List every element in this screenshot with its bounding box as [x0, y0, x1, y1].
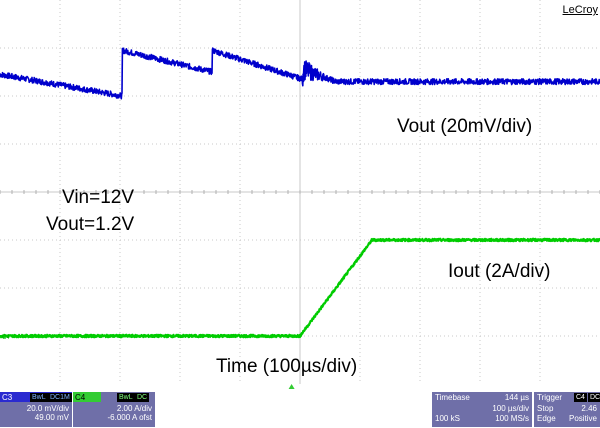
trigger-type: Edge [537, 414, 556, 423]
timebase-panel[interactable]: Timebase 144 µs 100 µs/div 100 kS 100 MS… [432, 392, 532, 427]
status-bar: C3 BwL DC1M 20.0 mV/div 49.00 mV C4 BwL … [0, 391, 600, 428]
series-vout-trace [0, 47, 600, 100]
channel-c3-offset: 49.00 mV [34, 413, 69, 422]
timebase-per-div: 100 µs/div [492, 404, 529, 413]
time-scale-annotation: Time (100µs/div) [216, 356, 358, 377]
channel-c3-id: C3 [2, 393, 13, 402]
series-iout-trace [0, 237, 600, 339]
brand-label: LeCroy [562, 4, 598, 16]
channel-c4-scale: 2.00 A/div [116, 404, 152, 413]
trigger-position-marker [288, 384, 295, 389]
channel-3-ground-marker: 3 [2, 73, 6, 79]
trigger-label: Trigger [537, 393, 563, 402]
vout-scale-annotation: Vout (20mV/div) [397, 116, 533, 137]
trigger-slope: Positive [568, 414, 597, 423]
vout-setpoint-annotation: Vout=1.2V [46, 214, 135, 235]
trigger-coupling-tag: DC [588, 393, 600, 402]
trigger-mode: Stop [537, 404, 554, 413]
channel-c4-bw-tag: BwL [117, 393, 135, 402]
trigger-panel[interactable]: Trigger C4 DC Stop 2.46 Edge Positive [534, 392, 600, 427]
channel-c3-bw-tag: BwL [30, 393, 48, 402]
vin-annotation: Vin=12V [62, 187, 135, 208]
channel-c3-panel[interactable]: C3 BwL DC1M 20.0 mV/div 49.00 mV [0, 392, 72, 427]
channel-4-ground-marker: C4 [2, 335, 10, 341]
timebase-label: Timebase [435, 393, 470, 402]
channel-c3-coupling-tag: DC1M [48, 393, 72, 402]
channel-c4-offset: -6.000 A ofst [107, 413, 152, 422]
timebase-rate: 100 MS/s [495, 414, 529, 423]
trigger-level: 2.46 [581, 404, 597, 413]
channel-c4-coupling-tag: DC [135, 393, 150, 402]
channel-markers: 3 C4 [2, 73, 295, 389]
channel-c4-header [73, 392, 101, 402]
channel-c3-scale: 20.0 mV/div [26, 404, 69, 413]
iout-scale-annotation: Iout (2A/div) [448, 261, 551, 282]
channel-c4-panel[interactable]: C4 BwL DC 2.00 A/div -6.000 A ofst [73, 392, 155, 427]
waveform-traces [0, 47, 600, 339]
timebase-samples: 100 kS [435, 414, 460, 423]
channel-c4-id: C4 [75, 393, 86, 402]
trigger-source-tag: C4 [574, 393, 587, 402]
timebase-delay: 144 µs [504, 393, 529, 402]
